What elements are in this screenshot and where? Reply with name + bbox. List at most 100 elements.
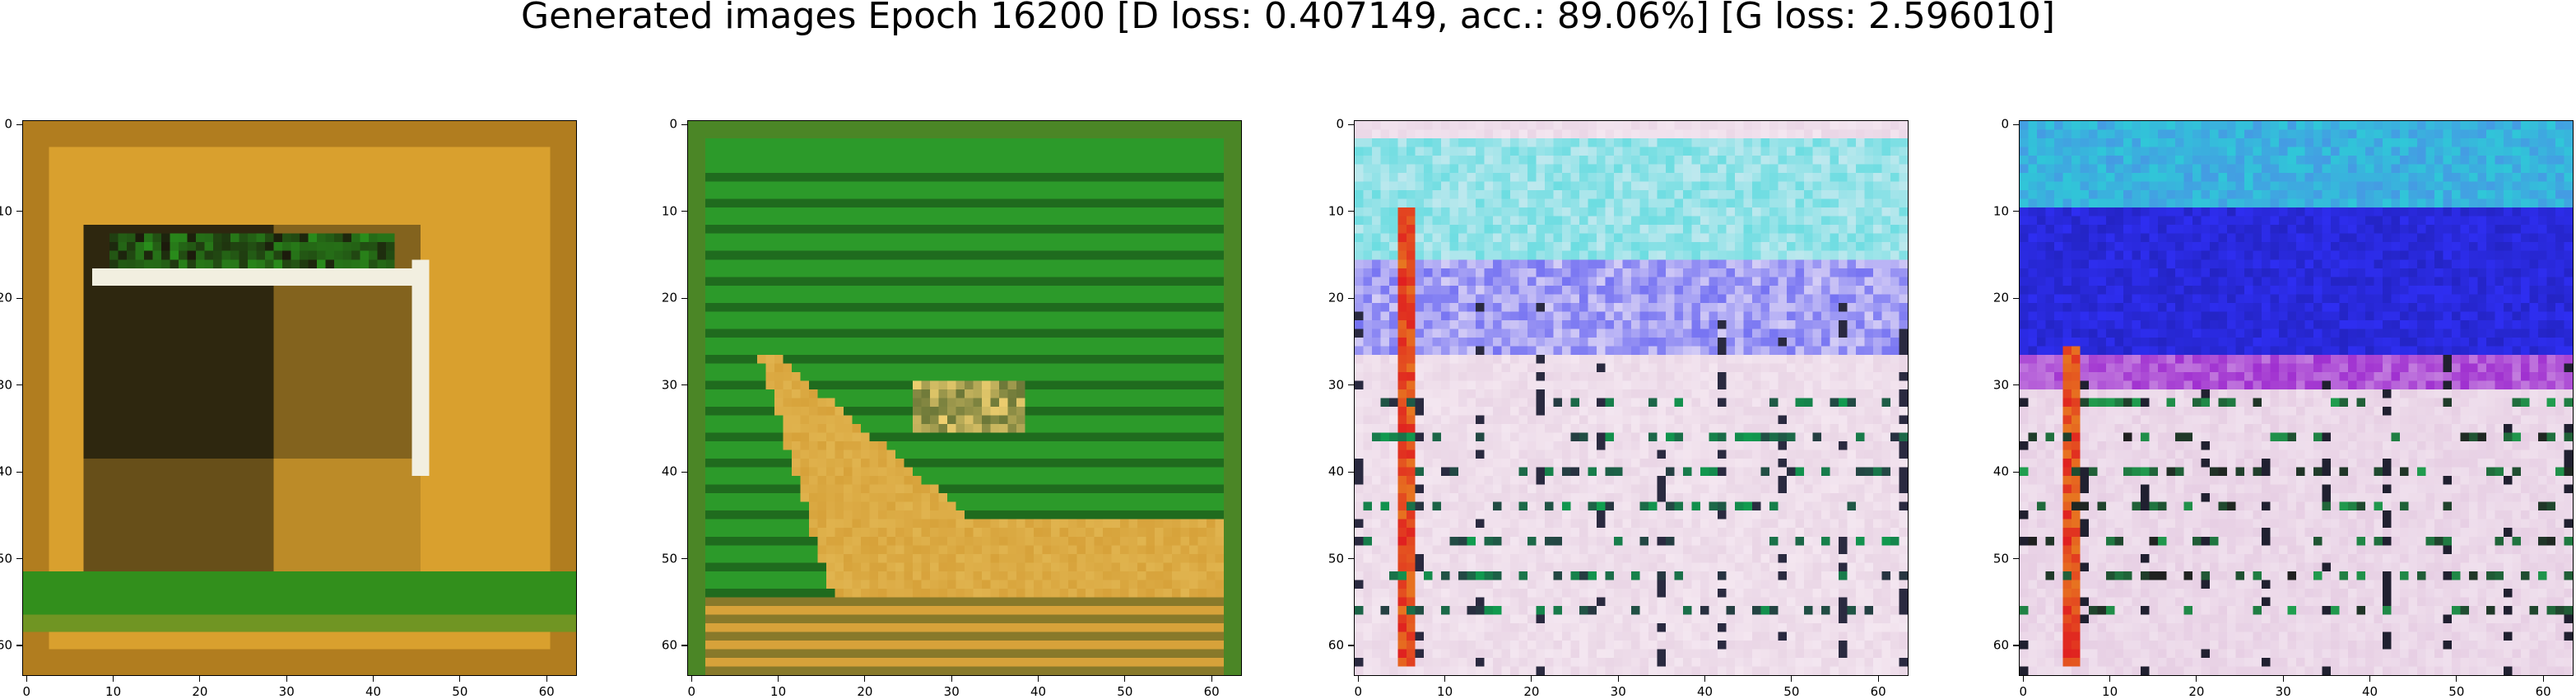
x-tick: [2022, 676, 2024, 682]
x-tick: [286, 676, 287, 682]
x-tick-label: 60: [538, 684, 555, 699]
y-tick-label: 30: [1328, 377, 1344, 393]
x-tick: [2196, 676, 2197, 682]
y-tick-label: 0: [2001, 116, 2009, 132]
y-tick-label: 0: [1336, 116, 1344, 132]
y-tick: [681, 471, 687, 473]
x-tick-label: 50: [1783, 684, 1800, 699]
x-tick-label: 60: [2535, 684, 2551, 699]
x-tick-label: 50: [1117, 684, 1133, 699]
y-tick: [2013, 384, 2019, 386]
x-tick: [951, 676, 952, 682]
image-frame: [1354, 120, 1909, 676]
x-tick: [1357, 676, 1359, 682]
y-tick: [681, 384, 687, 386]
x-tick-label: 10: [1437, 684, 1453, 699]
y-tick-label: 20: [1328, 290, 1344, 305]
y-tick-label: 60: [1992, 637, 2009, 653]
x-tick-label: 30: [278, 684, 295, 699]
x-tick: [2456, 676, 2457, 682]
x-tick-label: 0: [22, 684, 31, 699]
y-tick-label: 20: [0, 290, 12, 305]
y-tick: [2013, 558, 2019, 560]
x-tick: [26, 676, 27, 682]
y-tick: [681, 297, 687, 299]
x-tick-label: 20: [2188, 684, 2205, 699]
image-panel-3: 0 10 20 30 40 50 60 0 10 20 30 40 50 60: [1328, 118, 1909, 698]
x-tick: [1877, 676, 1879, 682]
y-tick-label: 60: [1328, 637, 1344, 653]
y-tick: [1348, 558, 1354, 560]
y-tick-label: 60: [661, 637, 677, 653]
x-tick-label: 60: [1870, 684, 1886, 699]
x-tick-label: 0: [2019, 684, 2028, 699]
y-tick-label: 50: [1328, 551, 1344, 566]
generated-image-1: [23, 121, 576, 675]
x-tick-label: 40: [1030, 684, 1047, 699]
y-tick-label: 10: [1992, 203, 2009, 219]
image-frame: [22, 120, 577, 676]
x-tick: [2369, 676, 2371, 682]
y-tick-label: 60: [0, 637, 12, 653]
x-tick: [690, 676, 692, 682]
x-tick: [459, 676, 461, 682]
x-tick-label: 0: [1354, 684, 1363, 699]
y-tick-label: 30: [0, 377, 12, 393]
x-tick: [2109, 676, 2111, 682]
x-tick: [1704, 676, 1706, 682]
generated-image-4: [2020, 121, 2573, 675]
image-frame: [2019, 120, 2574, 676]
x-tick: [864, 676, 866, 682]
y-tick: [2013, 211, 2019, 212]
y-tick-label: 20: [1992, 290, 2009, 305]
x-tick: [1211, 676, 1212, 682]
x-tick-label: 40: [365, 684, 382, 699]
x-tick-label: 40: [2361, 684, 2378, 699]
x-tick-label: 60: [1203, 684, 1220, 699]
y-tick: [16, 384, 22, 386]
y-tick: [1348, 123, 1354, 125]
y-tick-label: 40: [661, 464, 677, 479]
x-tick-label: 20: [1523, 684, 1540, 699]
x-tick: [2282, 676, 2284, 682]
x-tick-label: 0: [687, 684, 696, 699]
generated-image-3: [1355, 121, 1908, 675]
image-panel-1: 0 10 20 30 40 50 60 0 10 20 30 40 50 60: [0, 118, 577, 698]
y-tick: [1348, 384, 1354, 386]
y-tick: [16, 471, 22, 473]
y-tick-label: 50: [661, 551, 677, 566]
y-tick-label: 20: [661, 290, 677, 305]
x-tick-label: 30: [943, 684, 960, 699]
x-tick: [777, 676, 779, 682]
y-tick-label: 40: [0, 464, 12, 479]
y-tick: [16, 297, 22, 299]
image-panel-4: 0 10 20 30 40 50 60 0 10 20 30 40 50 60: [1993, 118, 2574, 698]
x-tick: [1444, 676, 1446, 682]
y-tick-label: 30: [1992, 377, 2009, 393]
generated-image-2: [688, 121, 1241, 675]
figure-title: Generated images Epoch 16200 [D loss: 0.…: [520, 0, 2056, 37]
x-tick-label: 20: [192, 684, 208, 699]
x-tick: [1124, 676, 1126, 682]
x-tick: [112, 676, 114, 682]
y-tick: [2013, 123, 2019, 125]
y-tick: [1348, 471, 1354, 473]
y-tick-label: 50: [0, 551, 12, 566]
x-tick: [1791, 676, 1793, 682]
x-tick-label: 10: [105, 684, 122, 699]
y-tick: [681, 558, 687, 560]
y-tick-label: 10: [0, 203, 12, 219]
x-tick: [546, 676, 547, 682]
image-panel-2: 0 10 20 30 40 50 60 0 10 20 30 40 50 60: [662, 118, 1242, 698]
y-tick-label: 10: [661, 203, 677, 219]
x-tick-label: 10: [770, 684, 787, 699]
y-tick: [16, 123, 22, 125]
y-tick-label: 40: [1328, 464, 1344, 479]
y-tick: [2013, 471, 2019, 473]
y-tick: [681, 211, 687, 212]
x-tick-label: 50: [452, 684, 468, 699]
y-tick: [16, 558, 22, 560]
y-tick: [1348, 211, 1354, 212]
x-tick: [1617, 676, 1619, 682]
image-frame: [687, 120, 1242, 676]
